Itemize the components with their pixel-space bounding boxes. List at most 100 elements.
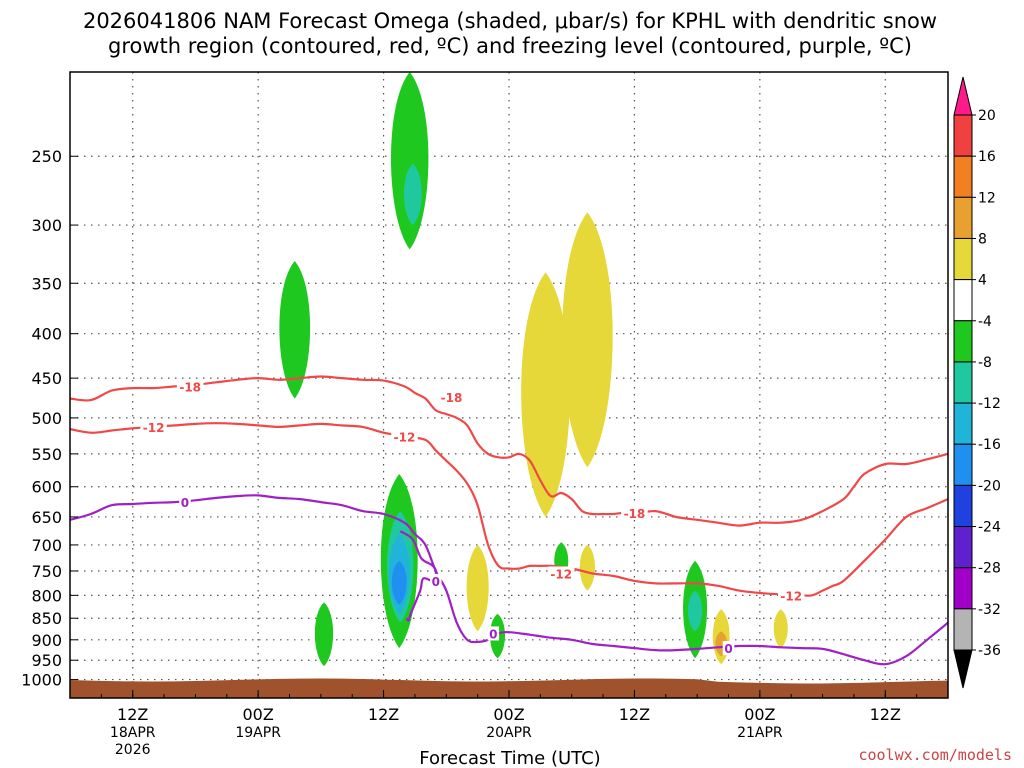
colorbar-box — [953, 443, 973, 486]
contour-label: 0 — [432, 575, 440, 589]
chart-title-line-2: growth region (contoured, red, ºC) and f… — [108, 34, 912, 58]
y-tick-label: 250 — [31, 147, 62, 166]
omega-shaded-region — [466, 544, 489, 632]
contour-label: 0 — [724, 642, 732, 656]
x-tick-year-label: 2026 — [115, 742, 151, 758]
contour-label: -18 — [624, 507, 646, 521]
x-tick-date-label: 18APR — [110, 725, 156, 741]
colorbar-label: -32 — [978, 602, 1001, 618]
y-tick-label: 400 — [31, 325, 62, 344]
contour-label-background — [430, 573, 442, 588]
contour-label-background — [179, 495, 191, 510]
surface-terrain — [70, 678, 948, 698]
colorbar-box — [953, 237, 973, 281]
contour-label-background — [391, 429, 418, 444]
contour-label-background — [140, 419, 167, 434]
contour-line — [70, 494, 948, 666]
x-tick-time-label: 00Z — [242, 705, 273, 724]
colorbar-label: 12 — [978, 190, 996, 206]
y-tick-label: 750 — [31, 562, 62, 581]
x-tick-date-label: 20APR — [486, 725, 532, 741]
contour-label: -18 — [179, 380, 201, 394]
colorbar-box — [953, 155, 973, 198]
y-axis-pressure: 250 300 350 400 450 500 550 600 650 700 750 800 850 9… — [21, 147, 78, 690]
colorbar-label: 8 — [978, 231, 987, 247]
x-tick-date-label: 21APR — [737, 725, 783, 741]
contour-label: 0 — [181, 496, 189, 510]
y-tick-label: 300 — [31, 216, 62, 235]
y-tick-label: 1000 — [21, 671, 62, 690]
y-tick-label: 700 — [31, 536, 62, 555]
contour-label-background — [722, 641, 735, 656]
x-tick-time-label: 12Z — [619, 705, 650, 724]
x-tick-date-label: 19APR — [235, 725, 281, 741]
colorbar-box — [953, 526, 973, 569]
contour-label: -12 — [394, 430, 416, 444]
y-tick-label: 850 — [31, 609, 62, 628]
colorbar-label: -20 — [978, 478, 1001, 494]
colorbar-label: 16 — [978, 149, 996, 165]
omega-shaded-region — [521, 272, 570, 517]
omega-shaded-region — [391, 560, 407, 605]
colorbar-box — [953, 196, 973, 239]
contour-label: -18 — [441, 391, 463, 405]
colorbar-label: 20 — [978, 108, 996, 124]
colorbar-label: -12 — [978, 396, 1001, 412]
colorbar-box — [953, 567, 973, 610]
omega-shading — [279, 72, 788, 667]
surface-ground-fill — [70, 678, 948, 698]
contour-label-background — [548, 566, 575, 581]
omega-shaded-region — [773, 609, 788, 649]
colorbar-box — [953, 361, 973, 404]
y-tick-label: 450 — [31, 369, 62, 388]
colorbar-top-triangle — [953, 76, 973, 116]
x-axis-title: Forecast Time (UTC) — [419, 748, 600, 768]
colorbar-label: -36 — [978, 643, 1001, 659]
y-tick-label: 350 — [31, 274, 62, 293]
omega-shaded-region — [687, 590, 703, 632]
colorbar-label: -24 — [978, 520, 1001, 536]
contour-label: -12 — [780, 589, 802, 603]
colorbar: 20 16 12 8 4 -4 -8 -12 -16 -20 -24 -28 -32 -36 — [953, 76, 1001, 689]
omega-shaded-region — [279, 261, 311, 399]
y-tick-label: 500 — [31, 409, 62, 428]
x-tick-time-label: 12Z — [368, 705, 399, 724]
contour-label-background — [487, 626, 500, 641]
colorbar-label: -4 — [978, 314, 992, 330]
colorbar-box — [953, 320, 973, 363]
y-tick-label: 950 — [31, 651, 62, 670]
y-tick-label: 600 — [31, 478, 62, 497]
colorbar-label: 4 — [978, 273, 987, 289]
omega-shaded-region — [579, 544, 595, 591]
contour-label: -12 — [550, 567, 572, 581]
y-tick-label: 550 — [31, 445, 62, 464]
colorbar-label: -28 — [978, 561, 1001, 577]
omega-shaded-region — [403, 163, 422, 226]
colorbar-box — [953, 402, 973, 445]
colorbar-box — [953, 608, 973, 651]
y-tick-label: 900 — [31, 631, 62, 650]
credit-url: coolwx.com/models — [858, 746, 1012, 764]
x-tick-time-label: 00Z — [493, 705, 524, 724]
chart-title-line-1: 2026041806 NAM Forecast Omega (shaded, μ… — [83, 9, 937, 33]
contour-label-background — [777, 588, 805, 603]
contour-line — [70, 422, 948, 597]
y-tick-label: 800 — [31, 586, 62, 605]
contour-line — [70, 375, 948, 527]
x-tick-time-label: 12Z — [870, 705, 901, 724]
colorbar-box — [953, 484, 973, 528]
contour-label: -12 — [143, 421, 165, 435]
omega-shaded-region — [314, 602, 334, 667]
colorbar-label: -16 — [978, 437, 1001, 453]
colorbar-label: -8 — [978, 355, 992, 371]
contour-label-background — [176, 379, 204, 394]
y-tick-label: 650 — [31, 508, 62, 527]
contour-labels: -18 -18 -18 -12 -12 -12 -12 0 0 0 0 — [140, 379, 805, 656]
x-tick-time-label: 12Z — [117, 705, 148, 724]
colorbar-bottom-triangle — [953, 649, 973, 689]
x-tick-time-label: 00Z — [744, 705, 775, 724]
colorbar-box — [953, 114, 973, 157]
contour-label-background — [621, 505, 648, 520]
